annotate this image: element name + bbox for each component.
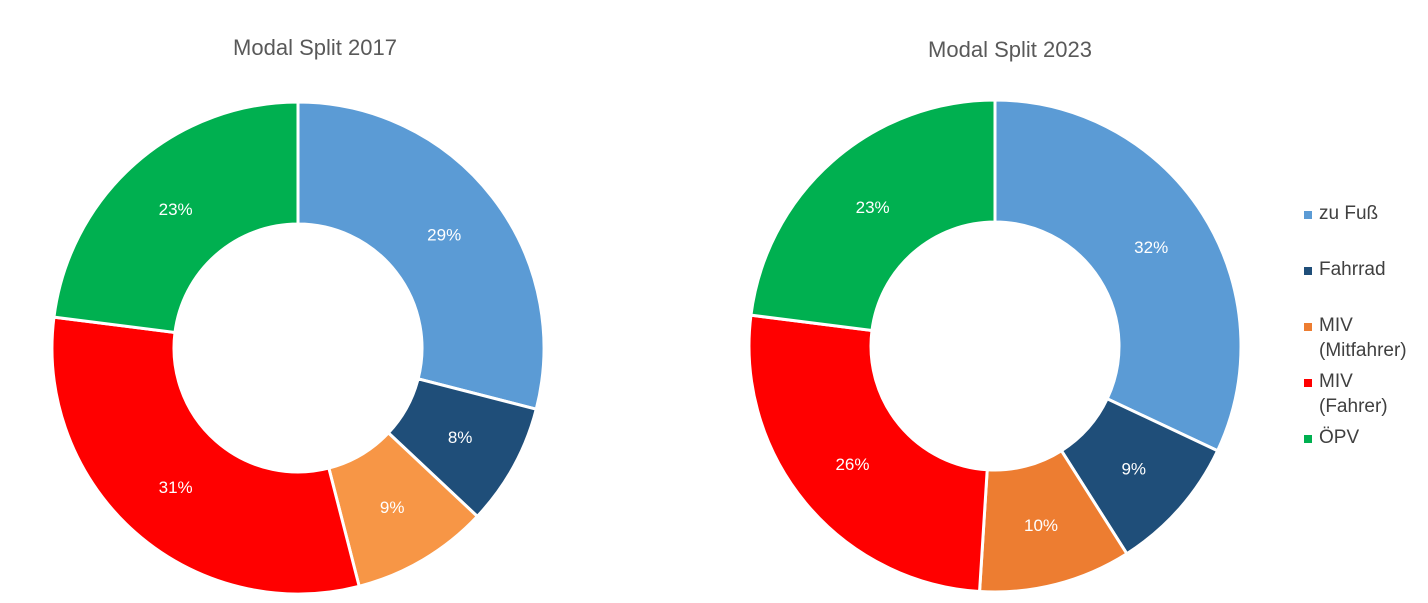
donut-chart-2023: Modal Split 2023 32% 9% 10% 26% 23%: [747, 37, 1243, 594]
data-label-2023-miv-fahrer: 26%: [835, 455, 869, 474]
slice-2023-miv-fahrer: [747, 313, 989, 594]
chart-title-2017: Modal Split 2017: [233, 35, 397, 60]
legend-item-fahrrad: Fahrrad: [1304, 259, 1386, 280]
data-label-2017-zu-fuss: 29%: [427, 226, 461, 245]
legend: zu Fuß Fahrrad MIV (Mitfahrer) MIV (Fahrer) ÖP…: [1304, 203, 1407, 448]
slice-2023-zu-fuss: [993, 98, 1243, 453]
data-label-2023-zu-fuss: 32%: [1134, 238, 1168, 257]
donut-chart-2017: Modal Split 2017 29% 8% 9% 31% 23%: [50, 35, 546, 596]
legend-swatch: [1304, 323, 1312, 331]
legend-item-miv-mitfahrer: MIV (Mitfahrer): [1304, 315, 1407, 361]
data-label-2017-miv-fahrer: 31%: [159, 478, 193, 497]
legend-swatch: [1304, 435, 1312, 443]
legend-label: MIV (Mitfahrer): [1319, 315, 1407, 361]
data-label-2023-miv-mitfahrer: 10%: [1024, 516, 1058, 535]
data-label-2017-miv-mitfahrer: 9%: [380, 498, 405, 517]
slice-2017-zu-fuss: [296, 100, 546, 412]
legend-label: zu Fuß: [1319, 203, 1378, 224]
slice-2023-oepv: [749, 98, 997, 333]
legend-item-miv-fahrer: MIV (Fahrer): [1304, 371, 1388, 417]
legend-item-zu-fuss: zu Fuß: [1304, 203, 1378, 224]
slice-2017-miv-fahrer: [50, 315, 362, 596]
data-label-2023-fahrrad: 9%: [1121, 459, 1146, 478]
legend-swatch: [1304, 379, 1312, 387]
slice-2017-oepv: [52, 100, 300, 335]
legend-label: ÖPV: [1319, 427, 1359, 448]
data-label-2023-oepv: 23%: [856, 198, 890, 217]
data-label-2017-fahrrad: 8%: [448, 428, 473, 447]
data-label-2017-oepv: 23%: [159, 200, 193, 219]
legend-label: MIV (Fahrer): [1319, 371, 1388, 417]
legend-swatch: [1304, 267, 1312, 275]
chart-title-2023: Modal Split 2023: [928, 37, 1092, 62]
legend-item-oepv: ÖPV: [1304, 427, 1359, 448]
legend-swatch: [1304, 211, 1312, 219]
legend-label: Fahrrad: [1319, 259, 1386, 280]
